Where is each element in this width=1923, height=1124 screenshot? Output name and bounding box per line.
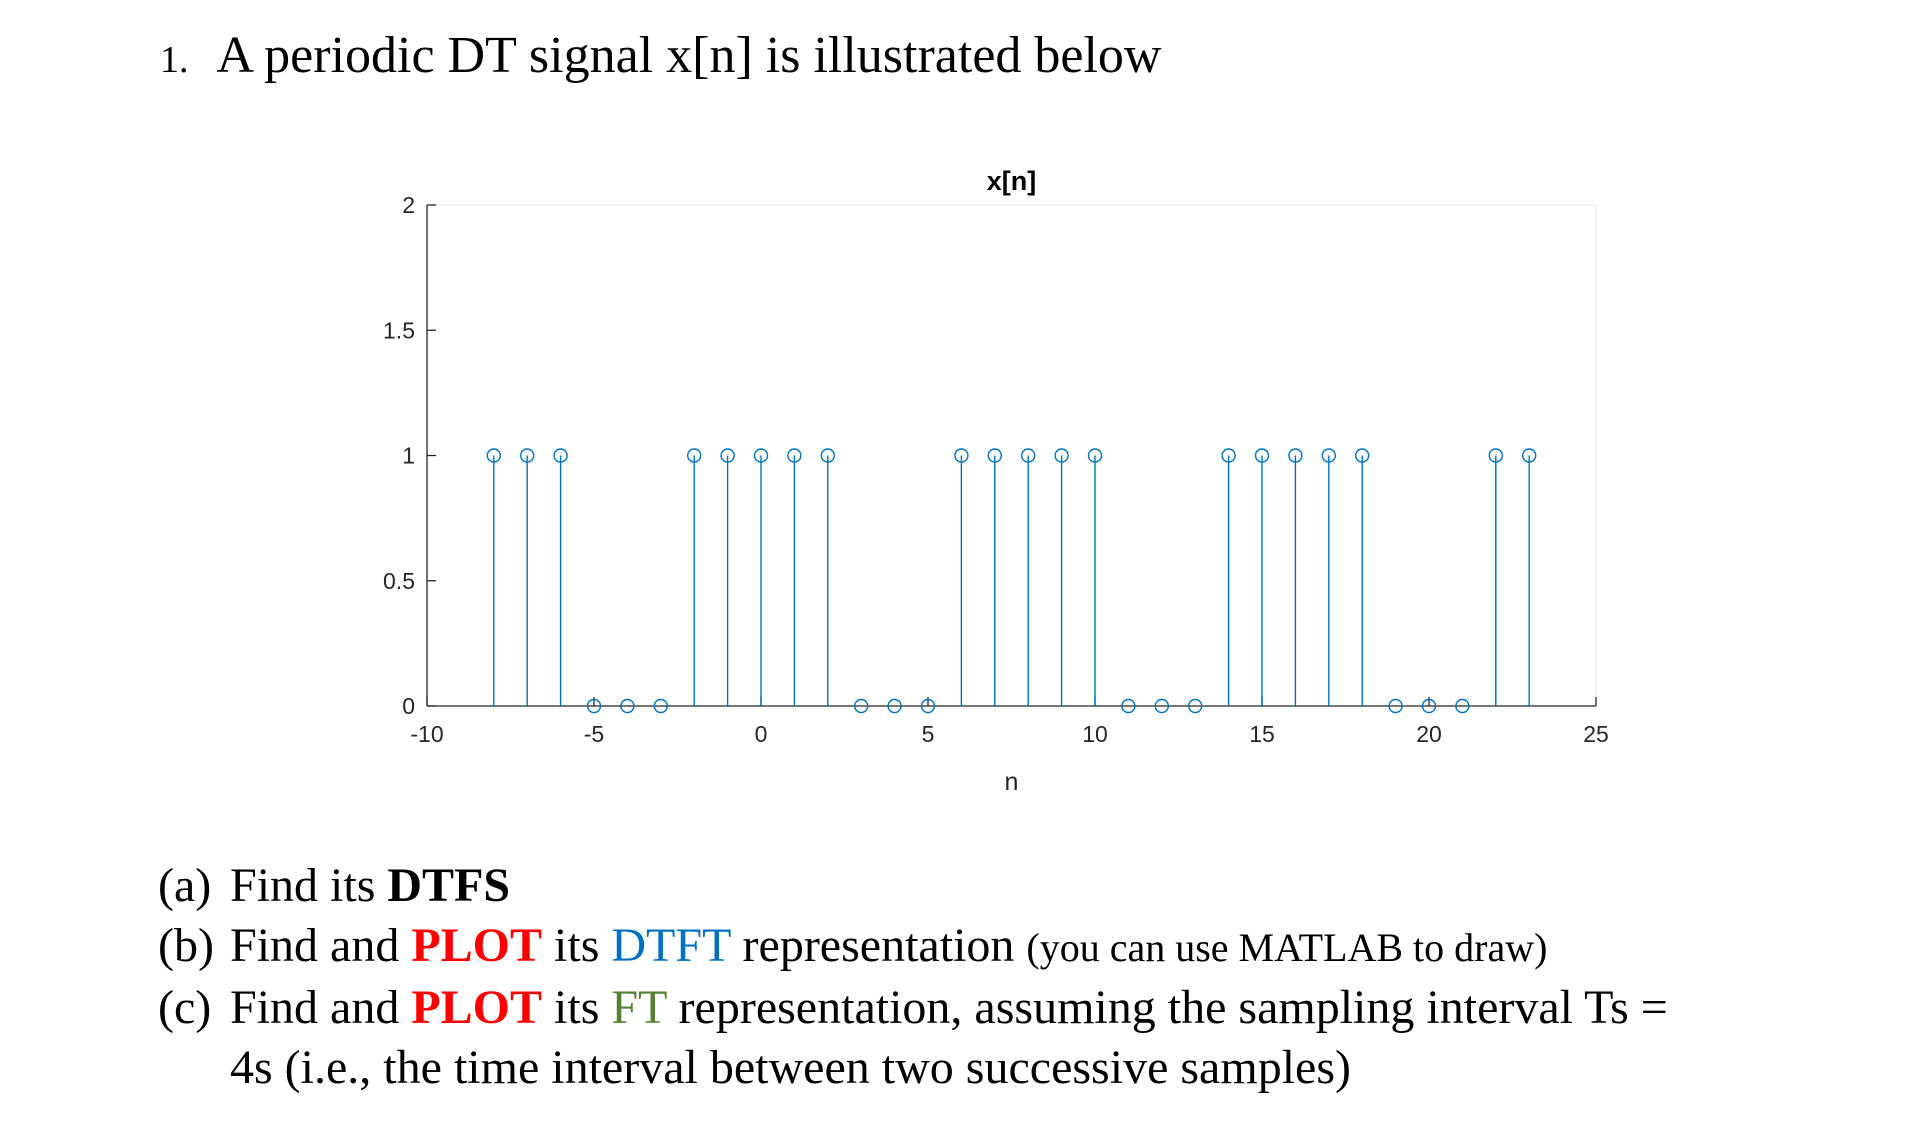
part-c-line-2: 4s (i.e., the time interval between two … bbox=[230, 1041, 1351, 1094]
stem-marker bbox=[687, 448, 702, 463]
stem-marker bbox=[1388, 698, 1403, 714]
part-c-text-1: Find and bbox=[230, 981, 412, 1034]
part-c-label: (c) bbox=[158, 981, 212, 1034]
stem-marker bbox=[787, 448, 802, 463]
part-b-note: (you can use MATLAB to draw) bbox=[1026, 925, 1548, 970]
question-text: A periodic DT signal x[n] is illustrated… bbox=[216, 27, 1162, 84]
part-b-text-3: representation bbox=[730, 919, 1027, 972]
part-b-plot: PLOT bbox=[411, 919, 543, 972]
part-b-text-2: its bbox=[542, 919, 612, 972]
axes bbox=[426, 204, 1597, 707]
part-c: (c) Find and PLOT its FT representation, … bbox=[158, 978, 1668, 1098]
stem-marker bbox=[653, 698, 668, 714]
stem-series bbox=[486, 448, 1537, 714]
chart-title: x[n] bbox=[987, 166, 1037, 196]
part-c-plot: PLOT bbox=[411, 981, 543, 1034]
stem-marker bbox=[620, 698, 635, 714]
stem-marker bbox=[1455, 698, 1470, 714]
stem-marker bbox=[1521, 448, 1537, 463]
part-b-label: (b) bbox=[158, 919, 214, 972]
part-a-label: (a) bbox=[158, 859, 212, 912]
part-a-bold: DTFS bbox=[387, 859, 511, 912]
stem-marker bbox=[753, 448, 769, 463]
axis-labels: -10 -5 0 5 10 15 20 25 0 0.5 1 1.5 2 x[n] n bbox=[383, 166, 1609, 796]
stem-marker bbox=[1288, 448, 1303, 463]
part-b-dtft: DTFT bbox=[611, 919, 731, 972]
stem-marker bbox=[887, 698, 902, 714]
part-c-ft: FT bbox=[611, 981, 667, 1034]
part-c-text-2: its bbox=[542, 981, 612, 1034]
y-tick-label: 1 bbox=[402, 443, 415, 469]
stem-marker bbox=[920, 698, 936, 714]
stem-marker bbox=[1421, 698, 1437, 714]
stem-marker bbox=[520, 448, 535, 463]
x-tick-label: 0 bbox=[755, 721, 768, 747]
x-tick-label: -10 bbox=[410, 721, 443, 747]
stem-marker bbox=[1254, 448, 1270, 463]
x-tick-label: 5 bbox=[922, 721, 935, 747]
stem-marker bbox=[1187, 698, 1203, 714]
stem-marker bbox=[1087, 448, 1103, 463]
stem-chart: -10 -5 0 5 10 15 20 25 0 0.5 1 1.5 2 x[n] n bbox=[383, 166, 1609, 796]
stem-marker bbox=[1221, 448, 1236, 463]
stem-marker bbox=[1488, 448, 1504, 463]
x-axis-label: n bbox=[1005, 768, 1019, 796]
x-tick-label: -5 bbox=[584, 721, 604, 747]
x-tick-label: 20 bbox=[1416, 721, 1442, 747]
stem-marker bbox=[1321, 448, 1337, 463]
stem-marker bbox=[1354, 448, 1370, 463]
part-b: (b) Find and PLOT its DTFT representation… bbox=[158, 916, 1668, 978]
stem-marker bbox=[1054, 448, 1069, 463]
y-tick-label: 0.5 bbox=[383, 568, 415, 594]
stem-marker bbox=[854, 698, 869, 714]
question-number: 1. bbox=[160, 39, 189, 81]
question-parts: (a) Find its DTFS (b) Find and PLOT its DT… bbox=[158, 856, 1668, 1098]
y-tick-label: 0 bbox=[402, 693, 415, 719]
y-tick-label: 2 bbox=[402, 192, 415, 218]
stem-marker bbox=[586, 698, 602, 714]
x-tick-label: 25 bbox=[1583, 721, 1609, 747]
plot-area bbox=[427, 205, 1596, 706]
stem-marker bbox=[987, 448, 1002, 463]
stem-marker bbox=[553, 448, 568, 463]
x-tick-label: 10 bbox=[1082, 721, 1108, 747]
part-b-text-1: Find and bbox=[230, 919, 412, 972]
stem-marker bbox=[820, 448, 835, 463]
x-tick-label: 15 bbox=[1249, 721, 1275, 747]
part-c-text-3: representation, assuming the sampling in… bbox=[666, 981, 1668, 1034]
stem-marker bbox=[1154, 698, 1170, 714]
stem-marker bbox=[954, 448, 969, 463]
part-a-text: Find its bbox=[230, 859, 388, 912]
chart-container: -10 -5 0 5 10 15 20 25 0 0.5 1 1.5 2 x[n] n bbox=[383, 166, 1609, 796]
stem-marker bbox=[1121, 698, 1136, 714]
stem-marker bbox=[720, 448, 735, 463]
part-a: (a) Find its DTFS bbox=[158, 856, 1668, 916]
question-heading: 1. A periodic DT signal x[n] is illustrat… bbox=[160, 30, 1162, 82]
stem-marker bbox=[1020, 448, 1036, 463]
y-tick-label: 1.5 bbox=[383, 317, 415, 343]
stem-marker bbox=[486, 448, 501, 463]
